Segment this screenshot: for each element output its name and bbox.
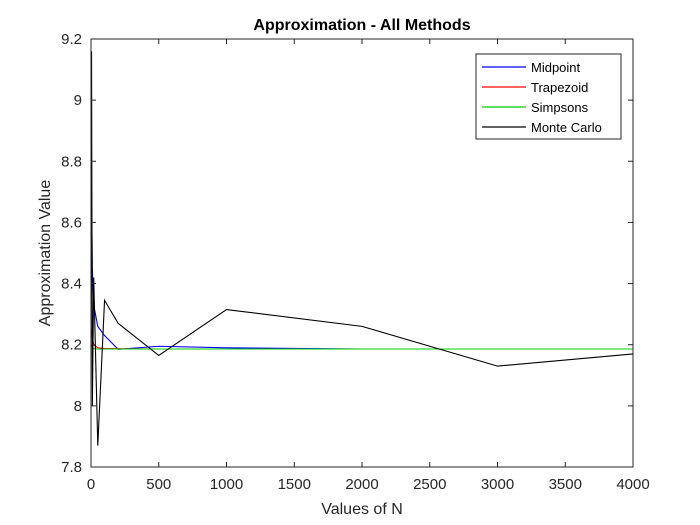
x-tick-label: 2000 bbox=[345, 476, 378, 493]
x-tick-label: 3500 bbox=[549, 476, 582, 493]
legend-label: Simpsons bbox=[531, 100, 589, 115]
y-axis-label: Approximation Value bbox=[37, 180, 54, 327]
legend: Midpoint Trapezoid Simpsons Monte Carlo bbox=[475, 53, 622, 140]
x-tick-label: 1000 bbox=[210, 476, 243, 493]
x-tick-label: 0 bbox=[87, 476, 95, 493]
x-tick-label: 500 bbox=[146, 476, 171, 493]
y-axis: 7.8 8 8.2 8.4 8.6 8.8 9 9.2 bbox=[61, 31, 633, 476]
y-tick-label: 9 bbox=[74, 92, 82, 109]
legend-label: Monte Carlo bbox=[531, 120, 602, 135]
x-axis: 0 500 1000 1500 2000 2500 3000 3500 4000 bbox=[87, 39, 650, 493]
y-tick-label: 8.6 bbox=[61, 214, 82, 231]
y-tick-label: 9.2 bbox=[61, 31, 82, 48]
y-tick-label: 7.8 bbox=[61, 459, 82, 476]
y-tick-label: 8 bbox=[74, 398, 82, 415]
legend-label: Trapezoid bbox=[531, 80, 588, 95]
y-tick-label: 8.4 bbox=[61, 276, 82, 293]
x-tick-label: 4000 bbox=[616, 476, 649, 493]
chart-title: Approximation - All Methods bbox=[253, 17, 470, 34]
legend-box bbox=[475, 53, 622, 140]
legend-label: Midpoint bbox=[531, 60, 581, 75]
series-layer bbox=[90, 51, 634, 446]
x-axis-label: Values of N bbox=[321, 501, 403, 518]
x-tick-label: 3000 bbox=[481, 476, 514, 493]
y-tick-label: 8.2 bbox=[61, 337, 82, 354]
x-tick-label: 1500 bbox=[278, 476, 311, 493]
series-line-monte-carlo bbox=[90, 51, 634, 446]
y-tick-label: 8.8 bbox=[61, 153, 82, 170]
x-tick-label: 2500 bbox=[413, 476, 446, 493]
